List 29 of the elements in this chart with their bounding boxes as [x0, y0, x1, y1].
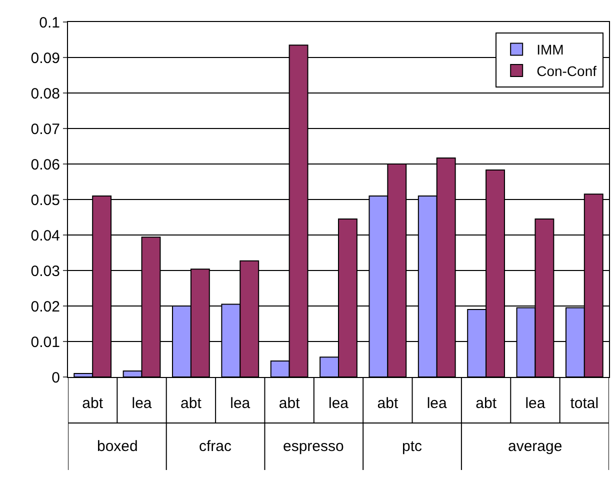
x-tick-label: abt — [278, 395, 301, 412]
x-tick-label: total — [570, 395, 599, 412]
text: boxed — [97, 438, 138, 455]
y-tick-label: 0.04 — [30, 227, 60, 244]
y-tick-label: 0.09 — [30, 50, 60, 67]
x-tick-label: lea — [525, 395, 546, 412]
legend-label: Con-Conf — [536, 62, 597, 79]
y-tick-label: 0 — [52, 369, 60, 386]
y-tick-label: 0.08 — [30, 85, 60, 102]
x-tick-label: abt — [82, 395, 104, 412]
y-tick-label: 0.1 — [39, 14, 60, 32]
x-tick-label: abt — [180, 395, 202, 412]
text: average — [508, 438, 562, 455]
y-tick-label: 0.06 — [30, 156, 60, 174]
x-tick-label: lea — [426, 395, 448, 412]
text: cfrac — [199, 438, 232, 455]
y-tick-label: 0.05 — [30, 192, 60, 209]
text: espresso — [283, 438, 344, 455]
x-tick-label: abt — [377, 395, 399, 412]
x-tick-label: lea — [328, 395, 350, 412]
x-tick-label: abt — [476, 395, 498, 412]
y-tick-label: 0.02 — [30, 298, 60, 316]
legend-label: IMM — [536, 42, 564, 58]
y-tick-label: 0.03 — [30, 262, 60, 280]
y-tick-label: 0.07 — [30, 120, 60, 138]
x-tick-label: lea — [132, 395, 152, 412]
x-tick-label: lea — [230, 395, 251, 412]
text: ptc — [402, 438, 423, 455]
y-tick-label: 0.01 — [30, 334, 60, 351]
